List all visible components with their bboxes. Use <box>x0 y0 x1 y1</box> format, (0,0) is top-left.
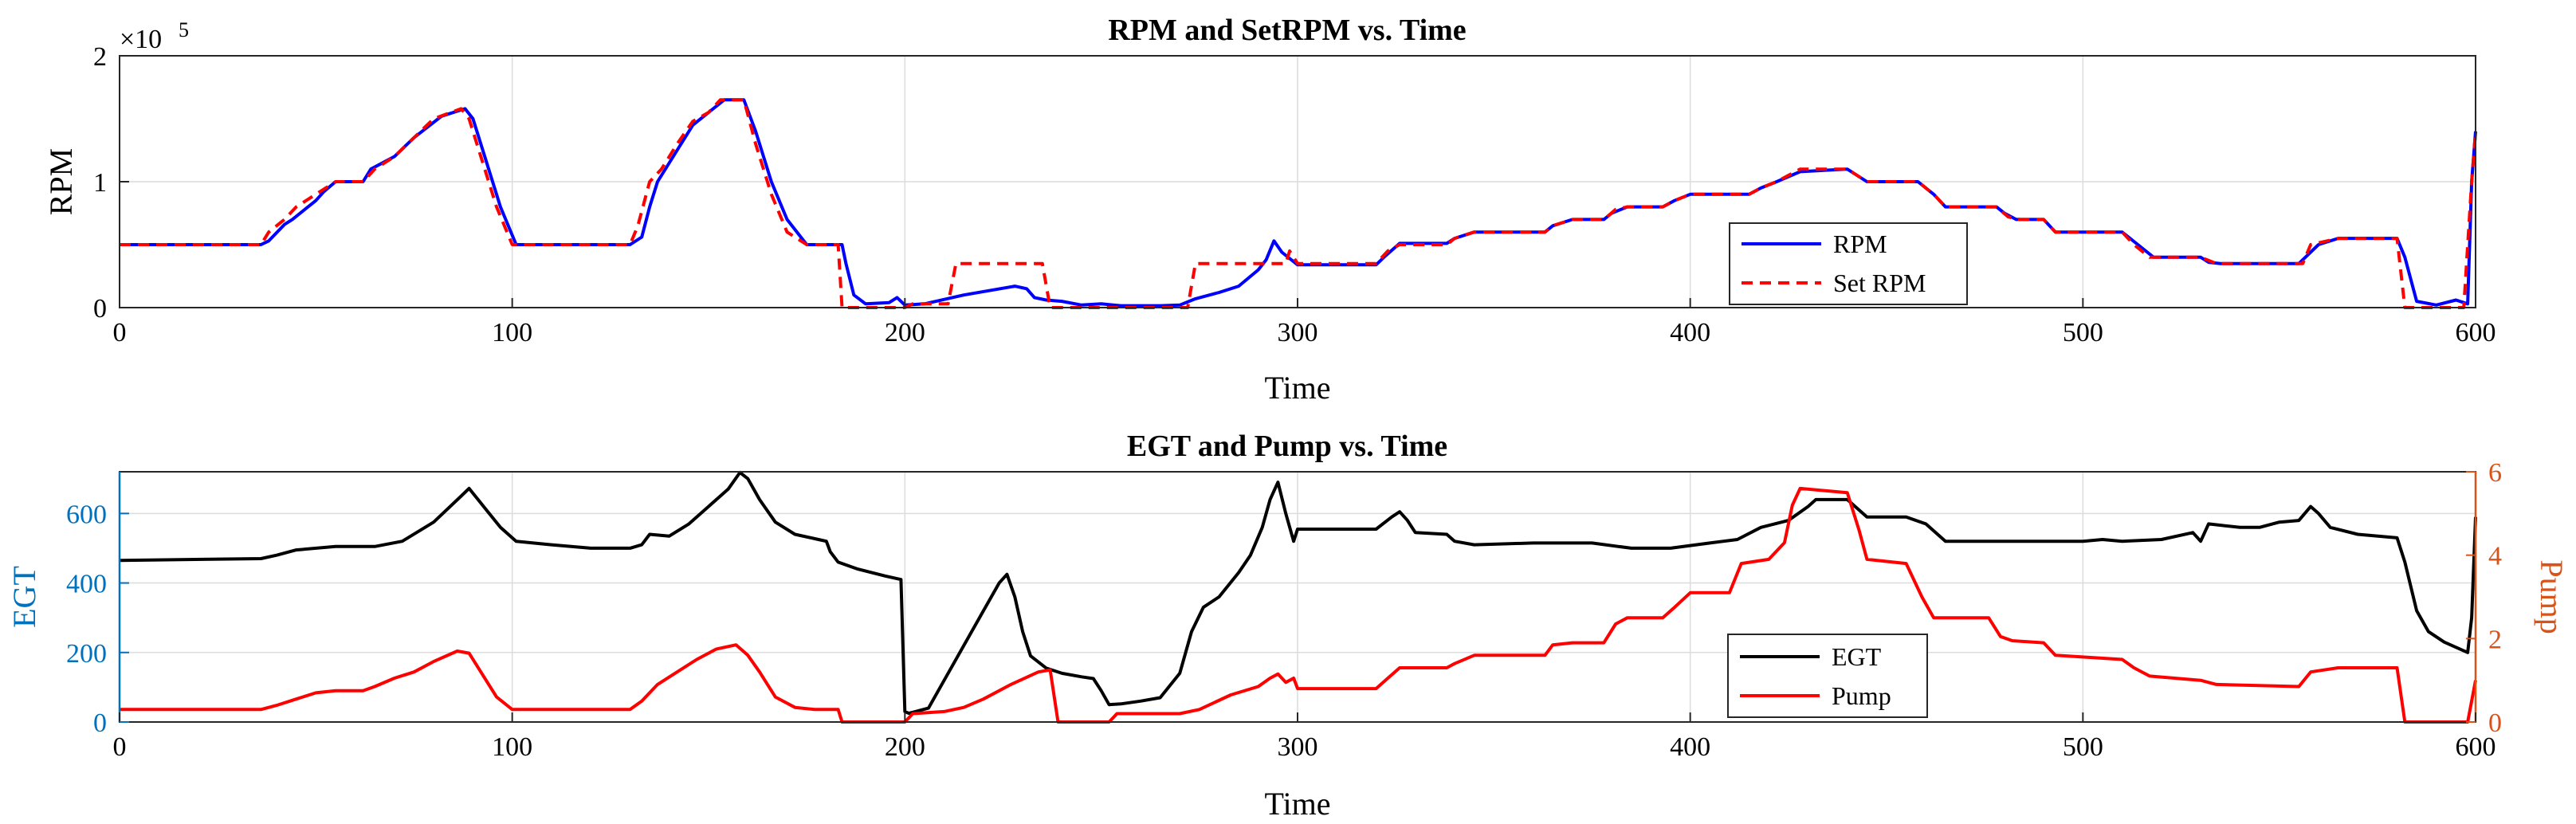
rpm-exponent-base: ×10 <box>120 25 162 54</box>
rpm-y-axis-label: RPM <box>43 148 79 216</box>
rpm-exponent-power: 5 <box>179 18 189 41</box>
rpm-x-tick-label: 200 <box>885 318 925 347</box>
rpm-x-tick-label: 0 <box>113 318 127 347</box>
rpm-legend-label-rpm: RPM <box>1833 230 1887 258</box>
rpm-x-ticks: 0 100 200 300 400 500 600 <box>113 298 2496 347</box>
rpm-x-tick-label: 400 <box>1670 318 1710 347</box>
egt-x-tick-label: 600 <box>2456 732 2496 762</box>
egt-pump-series-lines <box>119 470 2477 724</box>
egt-pump-chart: EGT and Pump vs. Time 0 100 200 300 400 500 60… <box>6 430 2570 822</box>
egt-legend-label: EGT <box>1832 642 1882 671</box>
egt-y-tick-label: 600 <box>66 500 107 529</box>
rpm-legend: RPM Set RPM <box>1729 222 1968 305</box>
pump-y-tick-label: 6 <box>2488 458 2502 488</box>
rpm-chart-title: RPM and SetRPM vs. Time <box>1108 14 1466 47</box>
pump-right-y-ticks: 0 2 4 6 <box>2466 458 2502 738</box>
egt-x-tick-label: 300 <box>1278 732 1318 762</box>
rpm-x-tick-label: 300 <box>1278 318 1318 347</box>
rpm-y-ticks: 0 1 2 <box>93 42 129 324</box>
pump-y-tick-label: 4 <box>2488 542 2502 571</box>
egt-left-y-ticks: 0 200 400 600 <box>66 500 129 738</box>
rpm-y-tick-label: 1 <box>93 168 107 198</box>
rpm-y-tick-label: 0 <box>93 294 107 324</box>
setrpm-series-line <box>120 98 2477 309</box>
egt-pump-legend-box <box>1727 634 1928 718</box>
rpm-series-line <box>120 98 2477 308</box>
egt-series-line <box>119 470 2477 716</box>
rpm-grid <box>119 55 2476 308</box>
pump-y-tick-label: 0 <box>2488 708 2502 738</box>
rpm-x-tick-label: 500 <box>2063 318 2103 347</box>
pump-legend-label: Pump <box>1832 681 1891 710</box>
egt-x-tick-label: 200 <box>885 732 925 762</box>
rpm-legend-label-setrpm: Set RPM <box>1833 269 1926 297</box>
pump-y-axis-label: Pump <box>2534 559 2570 634</box>
rpm-legend-box <box>1729 222 1968 305</box>
rpm-chart: RPM and SetRPM vs. Time 0 100 200 300 400 500… <box>43 14 2496 406</box>
egt-x-tick-label: 500 <box>2063 732 2103 762</box>
rpm-exponent-label: ×10 5 <box>120 18 189 54</box>
rpm-x-tick-label: 100 <box>492 318 532 347</box>
egt-pump-legend: EGT Pump <box>1727 634 1928 718</box>
egt-y-axis-label: EGT <box>6 566 42 628</box>
egt-x-axis-label: Time <box>1264 786 1330 822</box>
rpm-x-axis-label: Time <box>1264 370 1330 406</box>
rpm-x-tick-label: 600 <box>2456 318 2496 347</box>
egt-x-tick-label: 100 <box>492 732 532 762</box>
egt-x-tick-label: 0 <box>113 732 127 762</box>
egt-y-tick-label: 0 <box>93 708 107 738</box>
rpm-series-lines <box>120 98 2477 309</box>
rpm-y-tick-label: 2 <box>93 42 107 72</box>
egt-pump-chart-title: EGT and Pump vs. Time <box>1127 430 1447 463</box>
pump-series-line <box>120 486 2477 724</box>
egt-x-tick-label: 400 <box>1670 732 1710 762</box>
egt-y-tick-label: 400 <box>66 570 107 599</box>
pump-y-tick-label: 2 <box>2488 625 2502 654</box>
egt-y-tick-label: 200 <box>66 639 107 669</box>
egt-x-ticks: 0 100 200 300 400 500 600 <box>113 712 2496 762</box>
